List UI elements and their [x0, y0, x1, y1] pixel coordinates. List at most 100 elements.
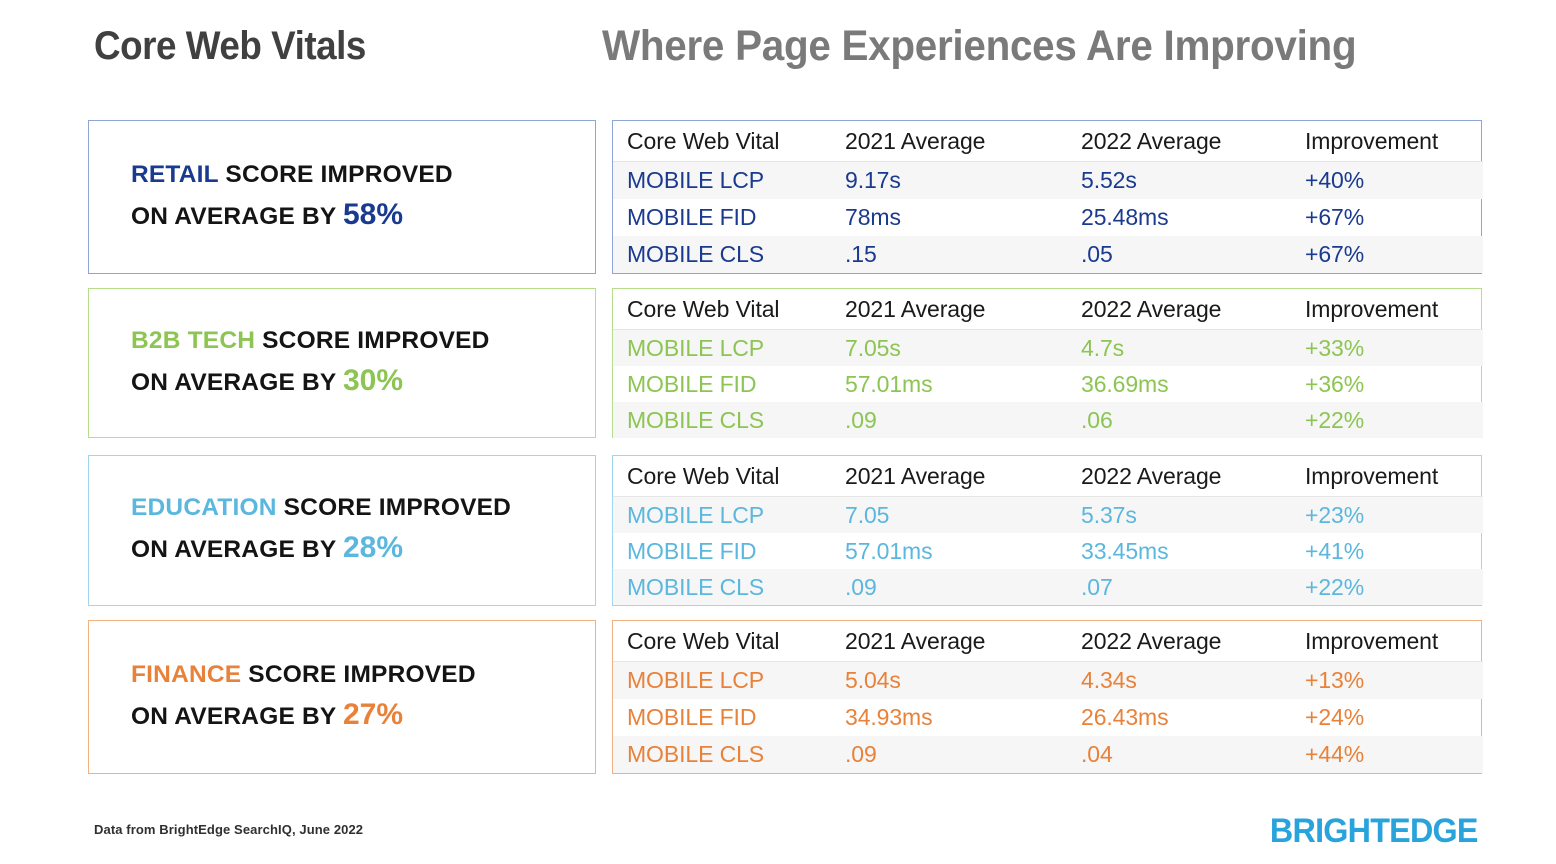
- cell-improvement: +33%: [1291, 329, 1483, 366]
- section-row-b2b-tech: B2B TECH SCORE IMPROVED ON AVERAGE BY 30%…: [0, 288, 1556, 438]
- cell-metric: MOBILE CLS: [613, 402, 831, 438]
- table-header-row: Core Web Vital 2021 Average 2022 Average Im…: [613, 121, 1483, 162]
- cell-metric: MOBILE LCP: [613, 496, 831, 533]
- improvement-percent-retail: 58%: [343, 197, 404, 231]
- cell-improvement: +13%: [1291, 661, 1483, 699]
- vitals-table-education: Core Web Vital 2021 Average 2022 Average Im…: [613, 456, 1483, 605]
- brightedge-logo: BRIGHTEDGE: [1270, 812, 1479, 850]
- cell-avg2022: .07: [1067, 569, 1291, 605]
- cell-improvement: +41%: [1305, 537, 1365, 564]
- table-row: MOBILE CLS .09.04 +44%: [613, 735, 1483, 773]
- column-header: 2021 Average: [831, 621, 1067, 662]
- cell-avg2021: .09: [831, 735, 1067, 773]
- vitals-table-finance: Core Web Vital 2021 Average 2022 Average Im…: [613, 621, 1483, 773]
- cell-metric: MOBILE LCP: [613, 329, 831, 366]
- cell-metric: MOBILE FID: [627, 370, 757, 397]
- column-header: Core Web Vital: [613, 289, 831, 330]
- cell-improvement: +67%: [1291, 235, 1483, 273]
- column-header: 2021 Average: [831, 456, 1067, 497]
- column-header: Core Web Vital: [613, 621, 831, 662]
- callout-headline-finance: FINANCE SCORE IMPROVED: [131, 657, 595, 693]
- cell-avg2022: .06: [1067, 402, 1291, 438]
- callout-headline-rest-retail: SCORE IMPROVED: [218, 160, 453, 188]
- column-header: 2021 Average: [831, 289, 1067, 330]
- section-row-education: EDUCATION SCORE IMPROVED ON AVERAGE BY 28…: [0, 455, 1556, 606]
- improvement-percent-finance: 27%: [343, 697, 404, 731]
- cell-metric: MOBILE CLS: [613, 735, 831, 773]
- callout-headline-retail: RETAIL SCORE IMPROVED: [131, 157, 595, 193]
- vertical-name-b2b-tech: B2B TECH: [131, 326, 256, 354]
- column-header: 2021 Average: [831, 121, 1067, 162]
- cell-metric: MOBILE FID: [627, 537, 757, 564]
- cell-avg2022: 36.69ms: [1081, 370, 1169, 397]
- table-row: MOBILE FID 57.01ms 36.69ms +36%: [613, 366, 1483, 402]
- callout-card-b2b-tech: B2B TECH SCORE IMPROVED ON AVERAGE BY 30%: [88, 288, 596, 438]
- improvement-percent-b2b-tech: 30%: [343, 363, 404, 397]
- cell-improvement: +36%: [1305, 370, 1365, 397]
- cell-avg2022: 4.7s: [1067, 329, 1291, 366]
- vitals-table-b2b-tech: Core Web Vital 2021 Average 2022 Average Im…: [613, 289, 1483, 438]
- page-subtitle: Where Page Experiences Are Improving: [602, 22, 1357, 70]
- column-header: 2022 Average: [1067, 121, 1291, 162]
- vitals-table-retail: Core Web Vital 2021 Average 2022 Average Im…: [613, 121, 1483, 273]
- source-note: Data from BrightEdge SearchIQ, June 2022: [94, 822, 364, 837]
- column-header: Improvement: [1291, 121, 1483, 162]
- cell-avg2022: 25.48ms: [1081, 203, 1169, 230]
- cell-avg2021: 78ms: [845, 203, 901, 230]
- table-row: MOBILE FID 57.01ms 33.45ms +41%: [613, 533, 1483, 569]
- table-row: MOBILE LCP 7.05 5.37s +23%: [613, 496, 1483, 533]
- column-header: 2022 Average: [1067, 621, 1291, 662]
- vertical-name-finance: FINANCE: [131, 660, 242, 688]
- callout-subline-prefix-retail: ON AVERAGE BY: [131, 202, 343, 230]
- callout-subline-b2b-tech: ON AVERAGE BY 30%: [131, 359, 595, 403]
- callout-subline-finance: ON AVERAGE BY 27%: [131, 693, 595, 737]
- column-header: 2022 Average: [1067, 289, 1291, 330]
- cell-improvement: +44%: [1291, 735, 1483, 773]
- cell-metric: MOBILE FID: [627, 203, 757, 230]
- cell-improvement: +23%: [1291, 496, 1483, 533]
- callout-headline-education: EDUCATION SCORE IMPROVED: [131, 490, 595, 526]
- column-header: 2022 Average: [1067, 456, 1291, 497]
- column-header: Improvement: [1291, 289, 1483, 330]
- column-header: Improvement: [1291, 456, 1483, 497]
- callout-card-education: EDUCATION SCORE IMPROVED ON AVERAGE BY 28…: [88, 455, 596, 606]
- cell-avg2021: 9.17s: [831, 161, 1067, 199]
- section-row-finance: FINANCE SCORE IMPROVED ON AVERAGE BY 27% C…: [0, 620, 1556, 774]
- callout-subline-retail: ON AVERAGE BY 58%: [131, 193, 595, 237]
- cell-avg2022: .05: [1067, 235, 1291, 273]
- vitals-table-wrapper-b2b-tech: Core Web Vital 2021 Average 2022 Average Im…: [612, 288, 1483, 438]
- cell-avg2022: 33.45ms: [1081, 537, 1169, 564]
- cell-avg2022: .04: [1067, 735, 1291, 773]
- table-row: MOBILE FID 34.93ms 26.43ms +24%: [613, 699, 1483, 736]
- callout-card-retail: RETAIL SCORE IMPROVED ON AVERAGE BY 58%: [88, 120, 596, 274]
- cell-metric: MOBILE CLS: [613, 235, 831, 273]
- table-row: MOBILE LCP 9.17s 5.52s +40%: [613, 161, 1483, 199]
- callout-headline-rest-finance: SCORE IMPROVED: [241, 660, 476, 688]
- vitals-table-wrapper-finance: Core Web Vital 2021 Average 2022 Average Im…: [612, 620, 1483, 774]
- column-header: Improvement: [1291, 621, 1483, 662]
- table-header-row: Core Web Vital 2021 Average 2022 Average Im…: [613, 456, 1483, 497]
- cell-avg2022: 5.52s: [1067, 161, 1291, 199]
- cell-metric: MOBILE CLS: [613, 569, 831, 605]
- cell-avg2022: 4.34s: [1067, 661, 1291, 699]
- cell-metric: MOBILE LCP: [613, 161, 831, 199]
- improvement-percent-education: 28%: [343, 531, 404, 565]
- cell-improvement: +24%: [1305, 703, 1365, 730]
- cell-avg2021: .15: [831, 235, 1067, 273]
- section-row-retail: RETAIL SCORE IMPROVED ON AVERAGE BY 58% Co…: [0, 120, 1556, 274]
- cell-improvement: +22%: [1291, 402, 1483, 438]
- table-row: MOBILE LCP 5.04s 4.34s +13%: [613, 661, 1483, 699]
- cell-improvement: +40%: [1291, 161, 1483, 199]
- callout-headline-rest-education: SCORE IMPROVED: [276, 494, 512, 522]
- table-row: MOBILE CLS .15.05 +67%: [613, 235, 1483, 273]
- callout-headline-b2b-tech: B2B TECH SCORE IMPROVED: [131, 323, 595, 359]
- callout-subline-education: ON AVERAGE BY 28%: [131, 526, 595, 570]
- callout-subline-prefix-education: ON AVERAGE BY: [131, 536, 343, 564]
- cell-metric: MOBILE FID: [627, 703, 757, 730]
- callout-card-finance: FINANCE SCORE IMPROVED ON AVERAGE BY 27%: [88, 620, 596, 774]
- cell-avg2021: 34.93ms: [845, 703, 933, 730]
- callout-subline-prefix-b2b-tech: ON AVERAGE BY: [131, 368, 343, 396]
- vertical-name-education: EDUCATION: [131, 494, 277, 522]
- cell-avg2021: 7.05s: [831, 329, 1067, 366]
- table-row: MOBILE LCP 7.05s 4.7s +33%: [613, 329, 1483, 366]
